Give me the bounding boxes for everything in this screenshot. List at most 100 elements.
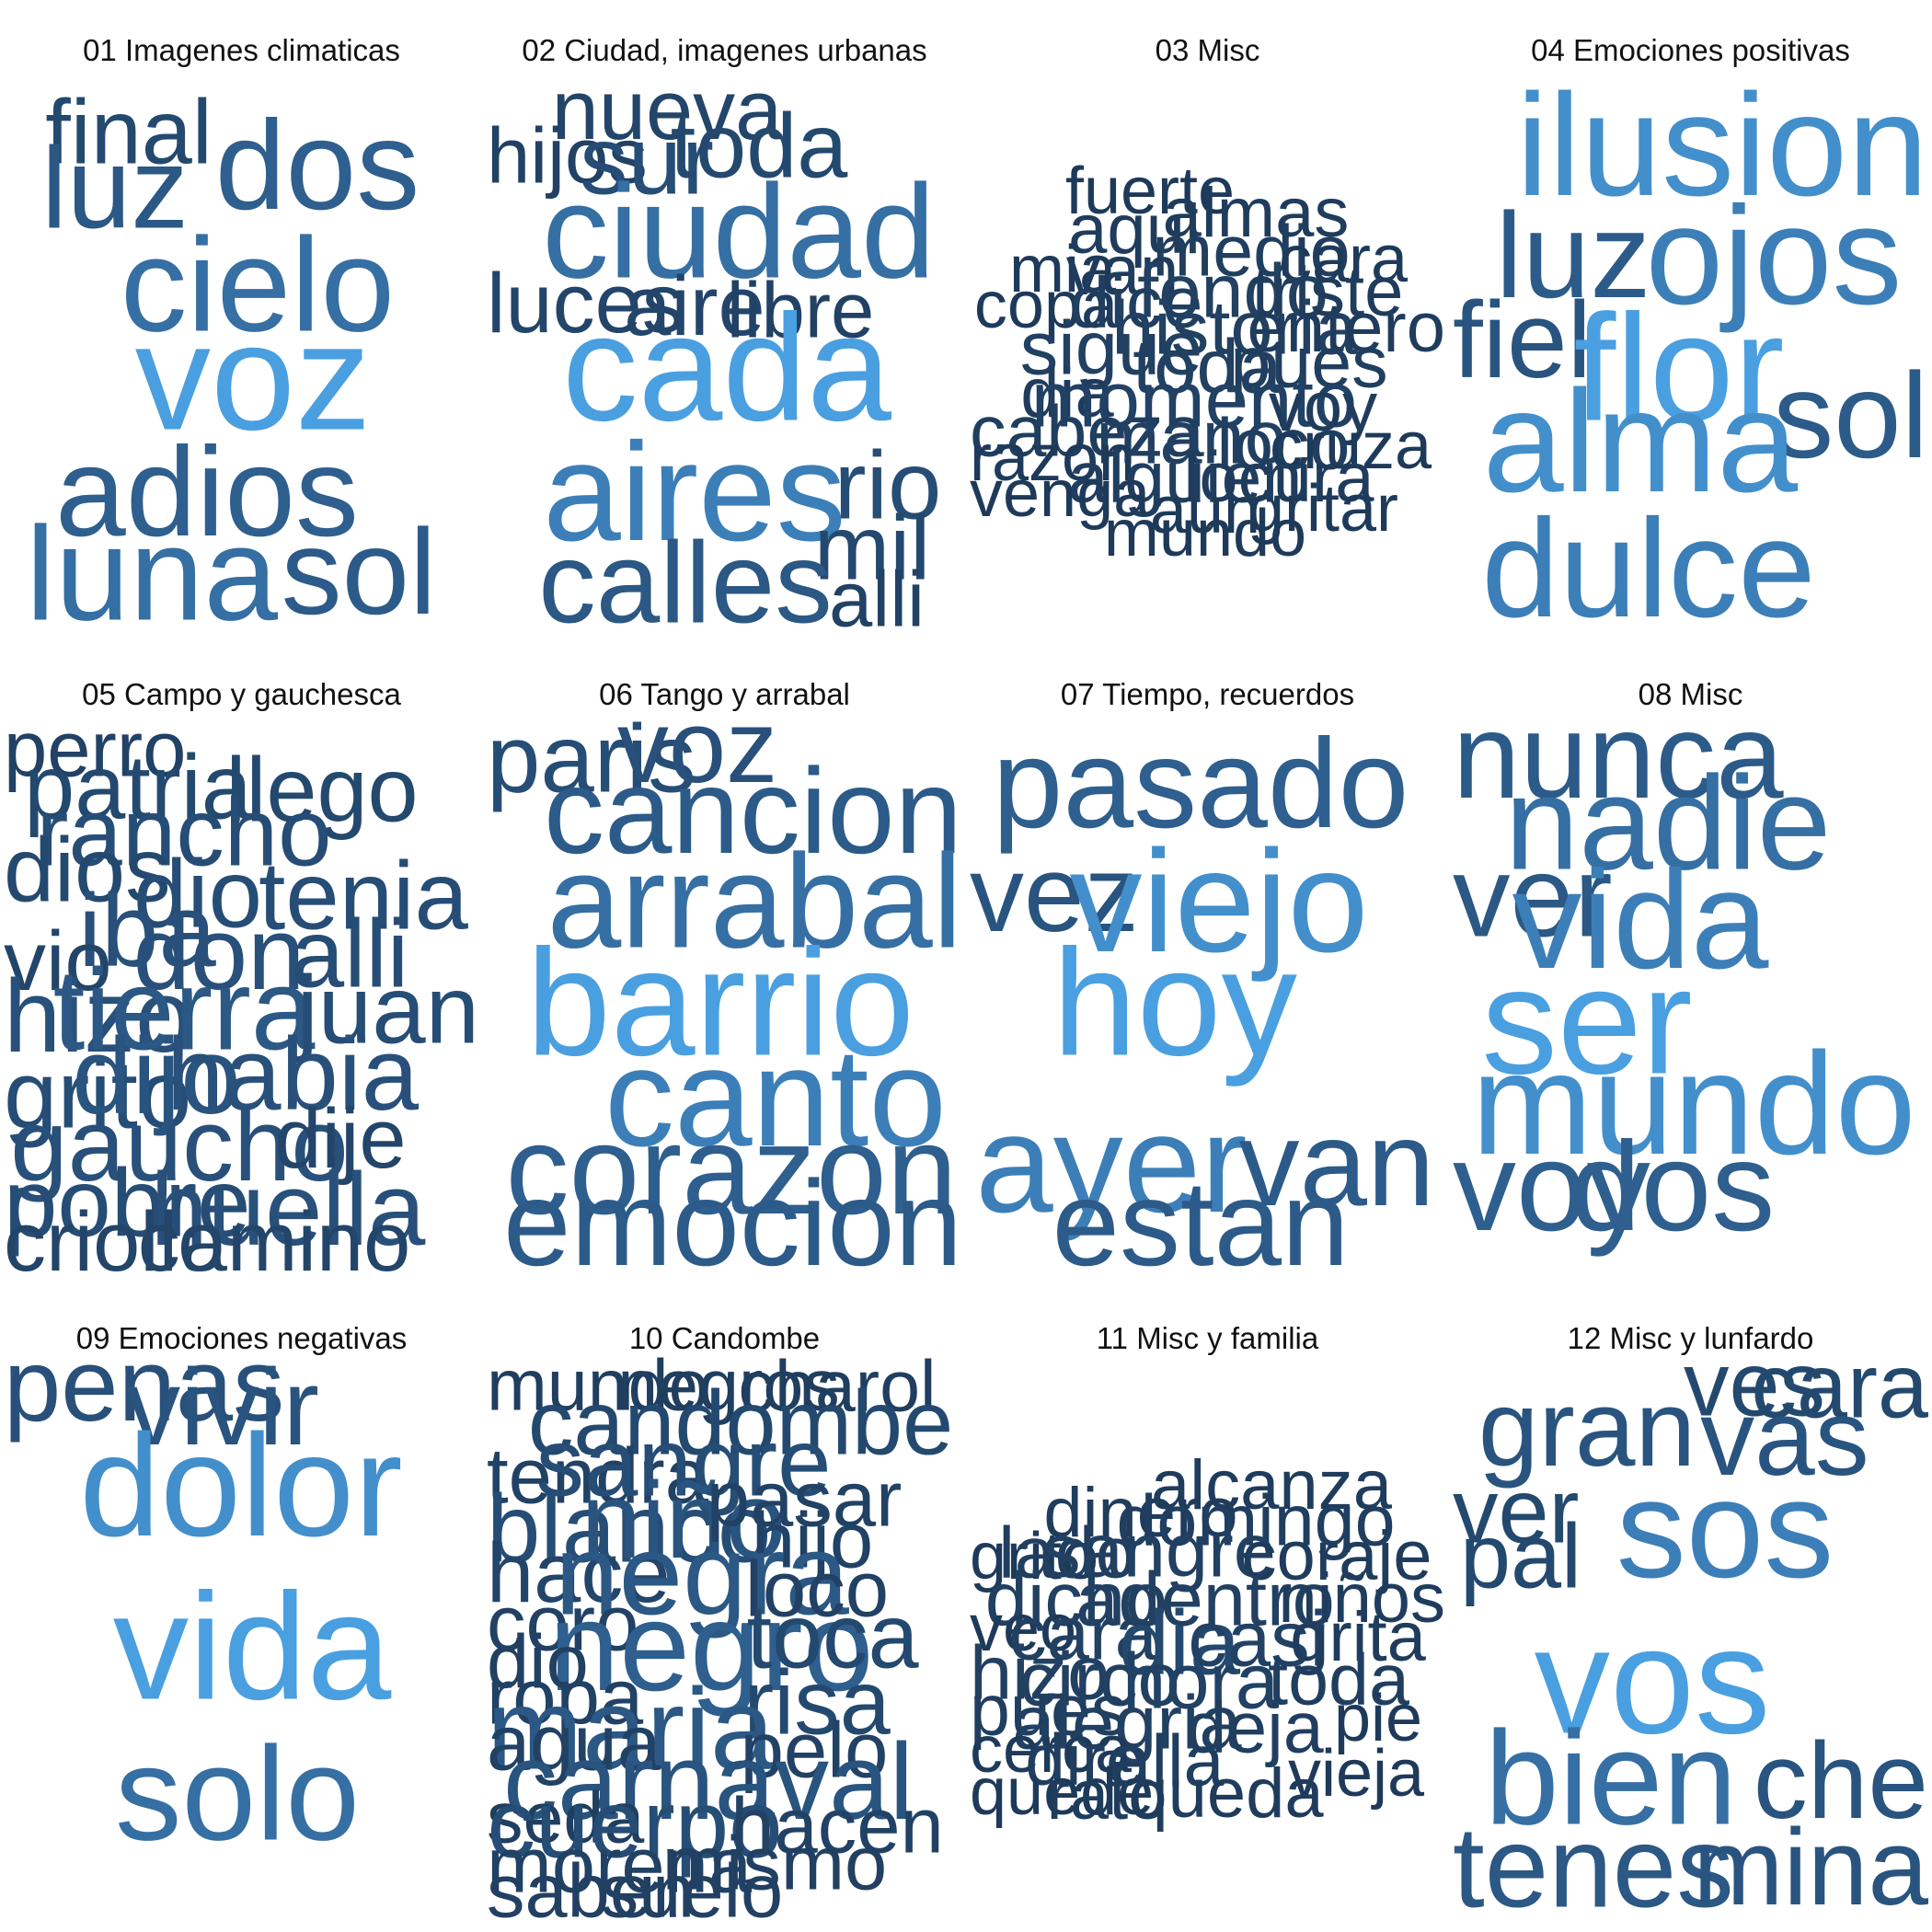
cloud-word: tenes [1452,1803,1734,1932]
cloud-word: venga [969,457,1151,531]
word-cloud-panel-10: 10 Candombe mundo negros charol candombe tend… [483,1288,966,1932]
cloud-word: sos [1616,1451,1834,1607]
cloud-word: suelo [600,1847,784,1932]
cloud-word: dos [1570,1116,1776,1258]
cloud-word: dos [214,95,420,236]
cloud-word: locura [1183,439,1374,517]
cloud-word: dios [4,818,171,921]
cloud-word: aqui [1068,190,1201,269]
cloud-word: mundo [1471,1023,1916,1185]
cloud-word: dicho [984,1556,1168,1642]
cloud-word: camino [137,1195,411,1288]
cloud-word: voy [1268,368,1378,446]
word-cloud-panel-05: 05 Campo y gauchesca perro patria llego ranc… [0,644,483,1288]
cloud-word: criollo [3,1195,225,1288]
cloud-word: ilusion [1516,64,1928,226]
cloud-word: huella [150,1152,426,1267]
cloud-word: calles [538,519,833,644]
cloud-word: vos [1534,1595,1771,1765]
cloud-word: cada [562,282,891,453]
cloud-word: vivir [126,1347,319,1468]
cloud-word: almas [1162,174,1350,252]
panel-title: 01 Imagenes climaticas [83,33,400,67]
cloud-word: cielo [120,210,396,360]
cloud-word: veo [970,1592,1077,1665]
cloud-word: ves [1683,1332,1826,1435]
cloud-word: dinero [1043,1474,1238,1552]
cloud-word: ropa [487,1653,644,1742]
word-cloud-panel-06: 06 Tango y arrabal paris voz cancion arrabal… [483,644,966,1288]
cloud-word: sangre [535,1409,832,1517]
panel-title: 09 Emociones negativas [75,1321,408,1355]
word-cloud: paris voz cancion arrabal barrio canto corazon… [483,644,966,1288]
cloud-word: emocion [503,1156,962,1288]
cloud-word: vieja [1287,1737,1425,1811]
cloud-word: negra [555,1511,849,1639]
cloud-word: final [45,80,213,183]
cloud-word: queda [1129,1754,1324,1833]
cloud-word: hizo [4,959,193,1074]
panel-title: 12 Misc y lunfardo [1567,1321,1814,1355]
cloud-word: medio [1152,209,1351,292]
cloud-word: mano [1096,394,1287,480]
cloud-word: alegria [1012,1679,1242,1765]
cloud-word: luces [487,257,684,351]
cloud-word: dije [274,1092,407,1186]
cloud-word: alguien [1067,435,1303,518]
word-cloud: alcanza dinero domingo grito lado sangre coraj… [966,1288,1449,1932]
panel-title: 11 Misc y familia [1096,1321,1319,1355]
cloud-word: voz [134,292,372,462]
cloud-word: van [1065,232,1179,310]
cloud-word: hizo [969,1629,1110,1716]
cloud-word: quede [970,1755,1155,1829]
cloud-word: pasado [992,713,1409,855]
panel-title: 07 Tiempo, recuerdos [1060,677,1355,711]
cloud-word: dire [1025,1718,1146,1800]
panel-title: 10 Candombe [628,1321,821,1355]
cloud-word: luz [41,124,189,253]
cloud-word: corazon [505,1099,958,1241]
cloud-word: triste [1251,253,1404,331]
cloud-word: habia [166,1017,420,1132]
word-cloud: nueva hijos sur toda ciudad luces aire libre cad… [483,0,966,644]
cloud-word: niño [581,1460,787,1581]
cloud-word: aires [543,414,846,570]
cloud-word: vas [1700,1377,1869,1499]
cloud-word: gaucho [10,1087,349,1202]
cloud-word: negro [548,1576,874,1718]
cloud-word: alcanza [1151,1446,1392,1524]
cloud-word: blanco [486,1475,772,1583]
cloud-word: sol [1773,348,1928,483]
cloud-word: candombe [527,1371,954,1474]
cloud-word: che [1753,1720,1928,1842]
cloud-word: luna [25,499,279,644]
word-cloud: ves cara gran vas ver sos pal vos bien che tenes mi… [1449,1288,1932,1932]
word-cloud: perro patria llego rancho dios dio tenia iba vio… [0,644,483,1288]
cloud-word: circo [1018,1636,1180,1722]
cloud-word: perro [4,706,187,794]
cloud-word: mundo [487,1343,709,1426]
cloud-word: pasar [706,1455,903,1544]
cloud-word: voz [616,689,778,804]
cloud-word: tenia [259,842,468,950]
cloud-word: adios [55,421,359,563]
word-cloud-panel-08: 08 Misc nunca nadie ver vida ser mundo voy dos [1449,644,1932,1288]
cloud-word: alla [1110,1719,1225,1801]
cloud-word: copa [973,269,1119,342]
cloud-word: mil [813,496,931,599]
cloud-word: mia [1008,233,1117,306]
cloud-word: nueva [551,63,783,157]
cloud-word: vida [1512,842,1769,998]
cloud-word: risa [743,1650,891,1754]
cloud-word: dia [1118,1591,1241,1694]
cloud-word: charol [738,1344,937,1427]
word-cloud: mundo negros charol candombe tendra sangre bla… [483,1288,966,1932]
cloud-word: pues [1230,320,1388,403]
cloud-word: gran [1478,1368,1696,1489]
cloud-word: mismo [661,1820,888,1906]
word-cloud: fuerte almas aqui medio mia van cara copa dice fo… [966,0,1449,644]
cloud-word: fiel [1453,280,1592,401]
cloud-word: ver [1453,833,1613,961]
cloud-word: dia [1020,354,1114,432]
